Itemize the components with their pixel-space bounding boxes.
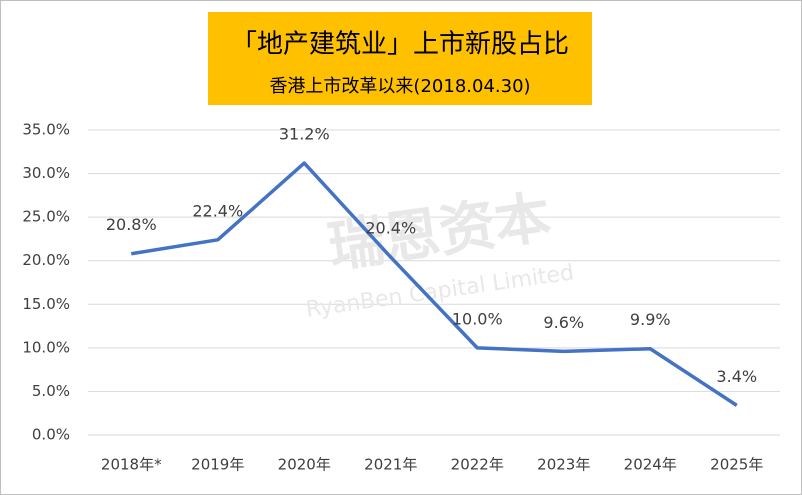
data-label: 10.0% bbox=[452, 309, 503, 328]
x-tick-label: 2020年 bbox=[278, 456, 331, 474]
data-label: 20.8% bbox=[106, 215, 157, 234]
x-tick-label: 2019年 bbox=[191, 456, 244, 474]
data-label: 20.4% bbox=[365, 219, 416, 238]
x-tick-label: 2023年 bbox=[537, 456, 590, 474]
x-tick-label: 2022年 bbox=[451, 456, 504, 474]
x-tick-label: 2024年 bbox=[624, 456, 677, 474]
y-tick-label: 35.0% bbox=[22, 121, 70, 139]
data-line bbox=[130, 161, 738, 407]
data-label: 3.4% bbox=[716, 367, 757, 386]
chart-subtitle: 香港上市改革以来(2018.04.30) bbox=[269, 76, 530, 97]
y-tick-label: 30.0% bbox=[22, 164, 70, 182]
y-tick-label: 10.0% bbox=[22, 338, 70, 356]
data-label: 31.2% bbox=[279, 125, 330, 144]
x-tick-label: 2021年 bbox=[364, 456, 417, 474]
data-label: 9.9% bbox=[630, 310, 671, 329]
y-tick-label: 0.0% bbox=[32, 426, 70, 444]
y-tick-label: 25.0% bbox=[22, 208, 70, 226]
y-tick-label: 5.0% bbox=[32, 382, 70, 400]
data-label: 22.4% bbox=[192, 201, 243, 220]
chart-title: 「地产建筑业」上市新股占比 bbox=[231, 30, 569, 60]
y-tick-label: 20.0% bbox=[22, 251, 70, 269]
title-box bbox=[208, 12, 592, 105]
x-tick-label: 2018年* bbox=[101, 456, 162, 474]
y-tick-label: 15.0% bbox=[22, 295, 70, 313]
x-tick-label: 2025年 bbox=[710, 456, 763, 474]
grid bbox=[88, 129, 780, 436]
data-label: 9.6% bbox=[543, 313, 584, 332]
